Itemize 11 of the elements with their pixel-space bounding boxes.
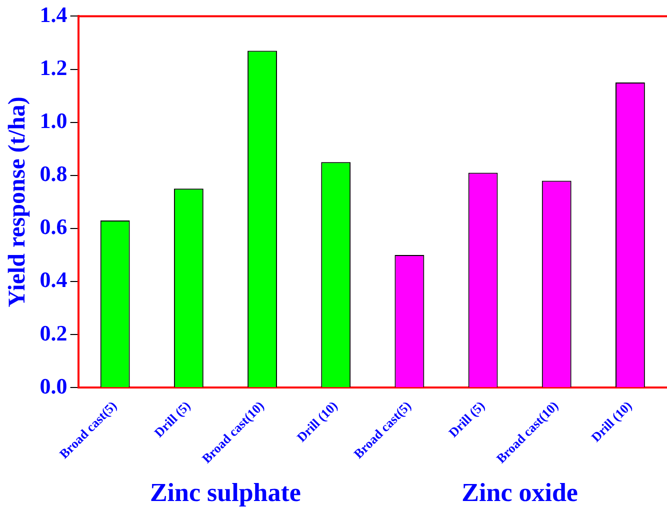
y-tick-label: 0.8 <box>40 161 68 186</box>
y-tick-label: 0.4 <box>40 267 68 292</box>
y-tick-label: 1.2 <box>40 54 68 80</box>
y-tick-label: 1.0 <box>40 108 68 134</box>
y-tick-label: 0.6 <box>40 214 68 240</box>
y-tick-label: 1.4 <box>40 2 68 27</box>
text: Zinc sulphate <box>150 478 301 508</box>
text: Zinc oxide <box>462 478 578 508</box>
y-axis-title: Yield response (t/ha) <box>4 96 31 308</box>
y-tick-label: 0.2 <box>40 320 68 346</box>
y-tick-label: 0.0 <box>40 373 68 398</box>
